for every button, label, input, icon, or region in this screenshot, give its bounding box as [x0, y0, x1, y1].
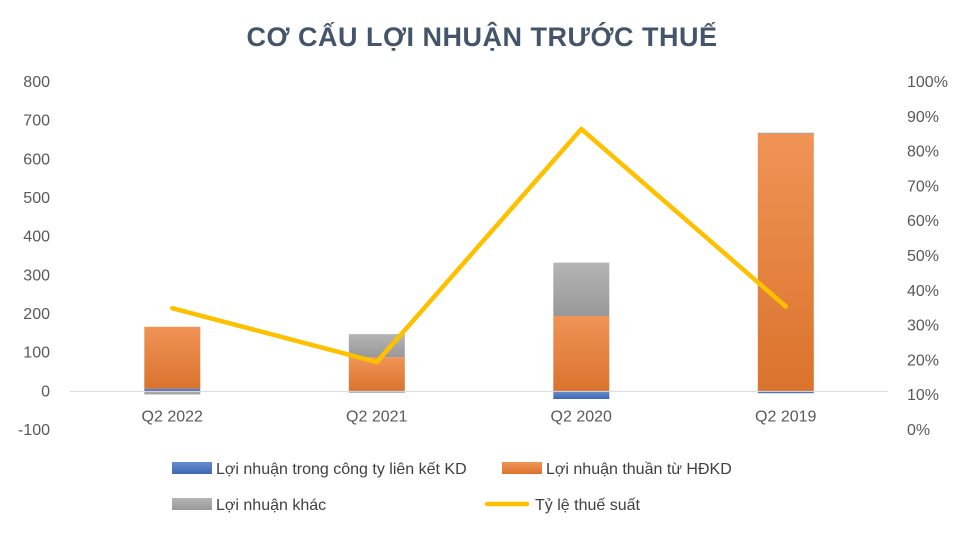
y-axis-right: 0% 10% 20% 30% 40% 50% 60% 70% 80% 90% 100%: [907, 74, 948, 439]
y-tick-label: -100: [18, 422, 50, 439]
y-axis-left: -100 0 100 200 300 400 500 600 700 800: [18, 74, 50, 439]
y-tick-label: 500: [23, 190, 50, 207]
y2-tick-label: 60%: [907, 213, 939, 230]
y2-tick-label: 80%: [907, 144, 939, 161]
bar-segment: [757, 133, 814, 392]
legend-item: Lợi nhuận thuần từ HĐKD: [502, 461, 732, 478]
legend-swatch: [502, 462, 542, 474]
y-tick-label: 200: [23, 306, 50, 323]
bar-segment: [348, 391, 405, 393]
tax-rate-line: [170, 126, 789, 365]
y-tick-label: 400: [23, 229, 50, 246]
legend: Lợi nhuận trong công ty liên kết KD Lợi n…: [172, 461, 732, 514]
tax-rate-line-group: [170, 126, 789, 365]
y-tick-label: 300: [23, 267, 50, 284]
x-category-label: Q2 2019: [755, 408, 816, 425]
legend-item: Lợi nhuận trong công ty liên kết KD: [172, 461, 467, 478]
y2-tick-label: 20%: [907, 352, 939, 369]
legend-label: Lợi nhuận trong công ty liên kết KD: [216, 461, 467, 478]
bar-segment: [144, 388, 201, 392]
y2-tick-label: 70%: [907, 178, 939, 195]
bar-segment: [553, 391, 610, 399]
x-category-label: Q2 2020: [551, 408, 612, 425]
legend-swatch: [172, 462, 212, 474]
legend-item: Tỷ lệ thuế suất: [484, 497, 641, 514]
legend-label: Tỷ lệ thuế suất: [535, 497, 641, 514]
y-tick-label: 600: [23, 151, 50, 168]
bar-segment: [144, 391, 201, 395]
x-axis-categories: Q2 2022 Q2 2021 Q2 2020 Q2 2019: [142, 408, 817, 425]
y2-tick-label: 0%: [907, 422, 930, 439]
chart-title: CƠ CẤU LỢI NHUẬN TRƯỚC THUẾ: [247, 21, 718, 52]
legend-swatch: [172, 498, 212, 510]
bar-segment: [348, 334, 405, 358]
y-tick-label: 100: [23, 345, 50, 362]
legend-label: Lợi nhuận khác: [216, 497, 326, 514]
bar-segment: [553, 262, 610, 316]
legend-label: Lợi nhuận thuần từ HĐKD: [546, 461, 732, 478]
y-tick-label: 0: [41, 383, 50, 400]
y2-tick-label: 100%: [907, 74, 948, 91]
bar-segment: [757, 391, 814, 394]
bar-segment: [757, 132, 814, 134]
y-tick-label: 800: [23, 74, 50, 91]
y2-tick-label: 30%: [907, 318, 939, 335]
bar-segment: [144, 326, 201, 389]
bar-series-group: [144, 132, 814, 399]
y2-tick-label: 90%: [907, 109, 939, 126]
y2-tick-label: 50%: [907, 248, 939, 265]
bar-segment: [553, 315, 610, 392]
x-category-label: Q2 2021: [346, 408, 407, 425]
x-category-label: Q2 2022: [142, 408, 203, 425]
y-tick-label: 700: [23, 113, 50, 130]
y2-tick-label: 40%: [907, 283, 939, 300]
legend-item: Lợi nhuận khác: [172, 497, 326, 514]
y2-tick-label: 10%: [907, 387, 939, 404]
